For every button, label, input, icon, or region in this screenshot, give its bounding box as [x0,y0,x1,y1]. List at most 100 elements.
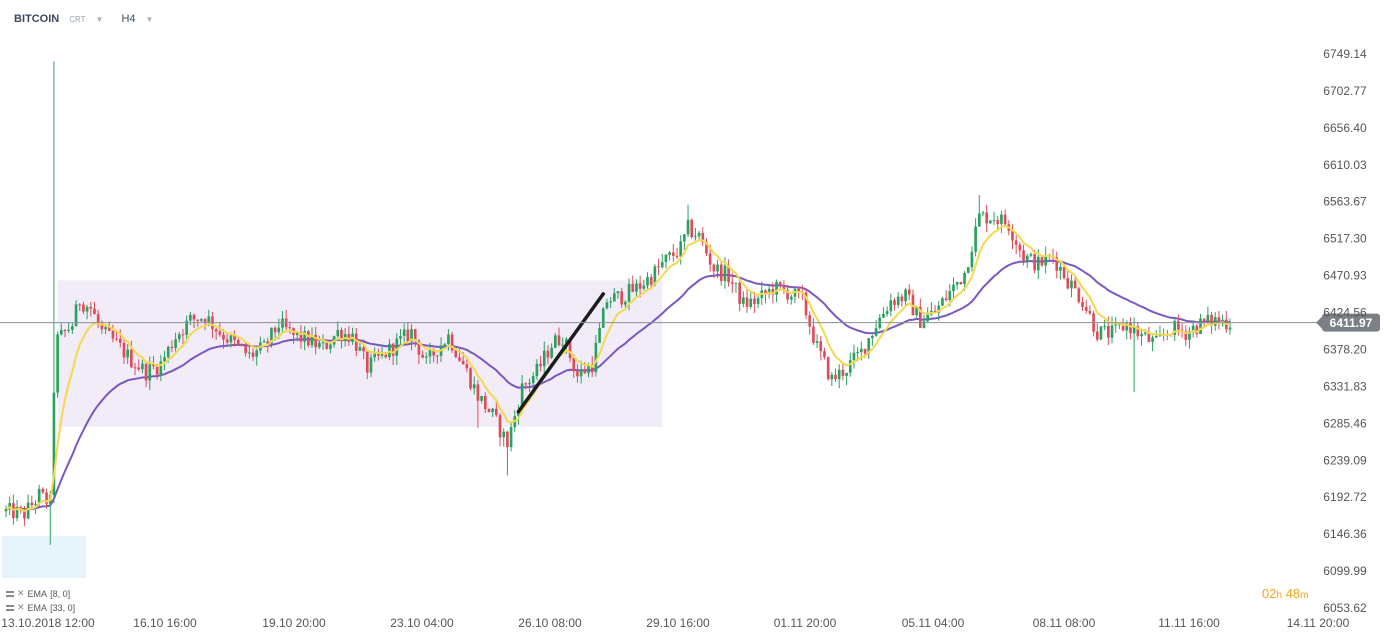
candle-body [26,502,30,519]
candle-body [918,306,922,328]
candle-body [612,293,616,302]
candle-body [1173,320,1177,335]
candle-body [1070,280,1073,289]
candle-body [941,298,944,306]
candle-body [753,298,756,304]
candle-body [1014,240,1018,245]
timeframe-label[interactable]: H4 [121,13,136,25]
candle-body [653,266,657,285]
x-tick-label: 23.10 04:00 [390,616,454,630]
candle-body [535,363,539,377]
indicator-ema-slow[interactable]: ✕ EMA [33, 0] [6,602,75,613]
candle-body [299,332,303,342]
candle-body [583,369,587,374]
candle-body [196,319,200,321]
candle-body [244,345,247,354]
candle-body [388,343,391,358]
candle-body [177,334,181,340]
candle-body [417,340,421,355]
candle-body [565,339,568,345]
candle-body [93,308,96,315]
candle-body [635,283,638,292]
candle-body [764,290,767,294]
candle-body [174,339,177,349]
close-icon[interactable]: ✕ [17,602,25,612]
candle-body [498,415,502,438]
candle-body [476,384,480,401]
close-icon[interactable]: ✕ [17,588,25,598]
y-tick-label: 6749.14 [1323,47,1367,61]
candle-body [373,353,377,358]
candle-body [1147,332,1151,342]
candle-body [900,296,904,302]
candle-body [561,344,565,346]
candle-body [1129,322,1132,334]
candle-body [1099,326,1103,340]
candle-body [970,251,974,268]
candle-body [815,341,819,343]
candle-body [823,351,826,358]
chart-type-label[interactable]: CRT [69,14,86,24]
candle-body [539,363,542,367]
candle-body [424,356,428,358]
candle-body [181,334,185,336]
candle-body [1210,314,1213,326]
candle-body [531,376,535,384]
candle-body [166,346,170,358]
candle-body [664,254,668,263]
candle-body [528,383,531,385]
symbol-label[interactable]: BITCOIN [14,13,60,25]
candle-body [705,242,708,254]
x-tick-label: 08.11 08:00 [1033,616,1096,630]
candle-body [1103,325,1106,327]
y-tick-label: 6702.77 [1323,84,1367,98]
candle-body [871,335,874,339]
candle-body [19,507,23,509]
chevron-down-icon[interactable]: ▼ [95,14,104,24]
candle-body [804,292,808,316]
x-tick-label: 05.11 04:00 [902,616,965,630]
candle-body [229,335,233,343]
candle-body [826,357,830,380]
settings-icon[interactable] [6,604,14,611]
candle-body [428,350,432,357]
indicator-params: [33, 0] [50,602,76,613]
indicator-ema-fast[interactable]: ✕ EMA [8, 0] [6,588,70,599]
candle-body [436,355,439,357]
candle-body [719,264,723,281]
candle-body [461,360,465,365]
candle-body [391,343,395,356]
candle-body [697,232,701,237]
candle-body [579,369,583,377]
candle-body [694,236,697,238]
candle-body [904,289,907,302]
settings-icon[interactable] [6,590,14,597]
candle-body [572,358,576,372]
candle-body [598,327,601,343]
candle-body [642,285,646,289]
candle-body [907,289,911,295]
candle-body [395,338,399,356]
candle-body [458,357,461,361]
candle-body [520,383,524,411]
candle-body [483,395,487,410]
chevron-down-icon[interactable]: ▼ [145,14,154,24]
candle-body [690,219,694,238]
candle-body [1195,325,1199,334]
candle-body [1191,325,1195,332]
candle-body [749,298,753,307]
candle-body [1221,319,1224,323]
candle-body [738,282,741,304]
candle-body [214,329,218,332]
y-tick-label: 6146.36 [1323,527,1367,541]
candle-body [856,351,859,353]
candle-body [1003,214,1007,225]
candle-body [63,330,67,332]
trendline[interactable] [516,292,606,414]
candle-body [944,298,948,300]
candle-body [71,326,74,330]
candle-body [67,329,71,331]
candle-body [948,291,952,300]
candle-body [454,350,458,358]
